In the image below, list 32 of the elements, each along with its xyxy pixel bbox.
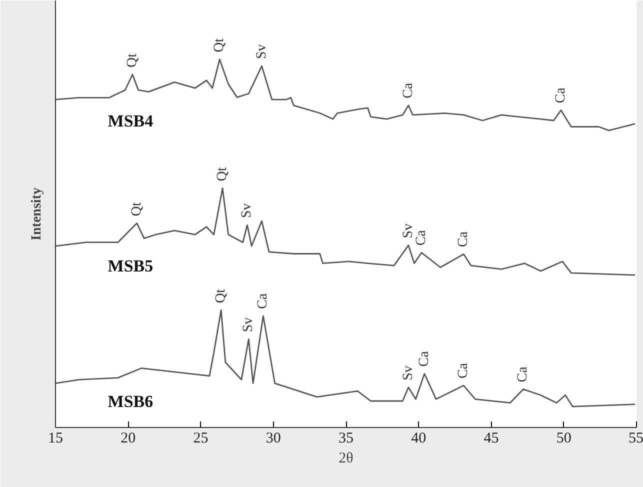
annotation: Sv (400, 223, 416, 238)
x-axis-title: 2θ (338, 450, 354, 466)
annotation: Qt (129, 202, 144, 216)
annotation: Ca (256, 292, 271, 309)
annotation: Sv (241, 317, 256, 332)
annotation: Qt (214, 288, 229, 304)
annotation: Ca (416, 350, 432, 367)
annotation: Ca (400, 82, 416, 98)
series-label: MSB4 (108, 112, 154, 131)
x-tick-label: 35 (338, 430, 354, 446)
x-tick-label: 40 (411, 430, 426, 446)
series-label: MSB6 (108, 392, 154, 411)
annotation: Qt (124, 53, 140, 68)
annotation: Ca (456, 362, 472, 379)
annotation: Sv (240, 203, 255, 218)
x-tick-label: 30 (266, 430, 281, 446)
x-tick-label: 50 (556, 430, 572, 446)
annotation: Ca (414, 229, 430, 246)
x-tick-label: 45 (484, 430, 499, 446)
annotation: Qt (212, 38, 228, 52)
annotation: Ca (553, 86, 568, 104)
annotation: Qt (215, 167, 230, 182)
x-tick-label: 15 (48, 430, 63, 446)
y-axis-title: Intensity (30, 188, 44, 240)
x-tick-label: 55 (628, 430, 643, 446)
annotation: Sv (400, 366, 416, 380)
x-tick-label: 25 (193, 430, 208, 446)
annotation: Ca (456, 230, 472, 248)
annotation: Sv (254, 44, 270, 60)
series-label: MSB5 (108, 256, 154, 276)
annotation: Ca (516, 366, 531, 382)
x-tick-label: 20 (120, 430, 136, 446)
